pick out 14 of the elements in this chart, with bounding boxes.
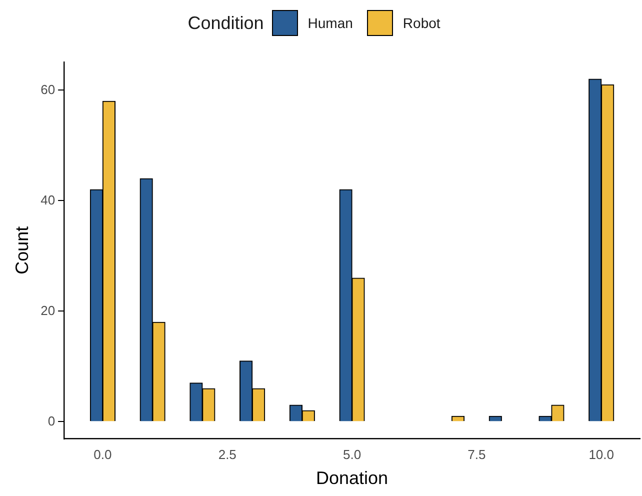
x-tick-label: 7.5	[468, 447, 486, 462]
x-tick-label: 2.5	[218, 447, 236, 462]
legend-title: Condition	[188, 12, 264, 34]
y-tick-label: 40	[40, 192, 56, 208]
y-tick-label: 20	[40, 302, 56, 318]
y-axis-title: Count	[12, 226, 32, 274]
x-tick-label: 10.0	[588, 447, 614, 462]
legend-label: Human	[308, 15, 353, 31]
legend-label: Robot	[402, 15, 440, 31]
y-tick-label: 0	[48, 413, 56, 428]
x-tick-label: 5.0	[342, 447, 362, 462]
x-tick-label: 0.0	[94, 447, 112, 462]
y-tick-label: 60	[40, 82, 56, 97]
x-axis-title: Donation	[316, 468, 388, 488]
